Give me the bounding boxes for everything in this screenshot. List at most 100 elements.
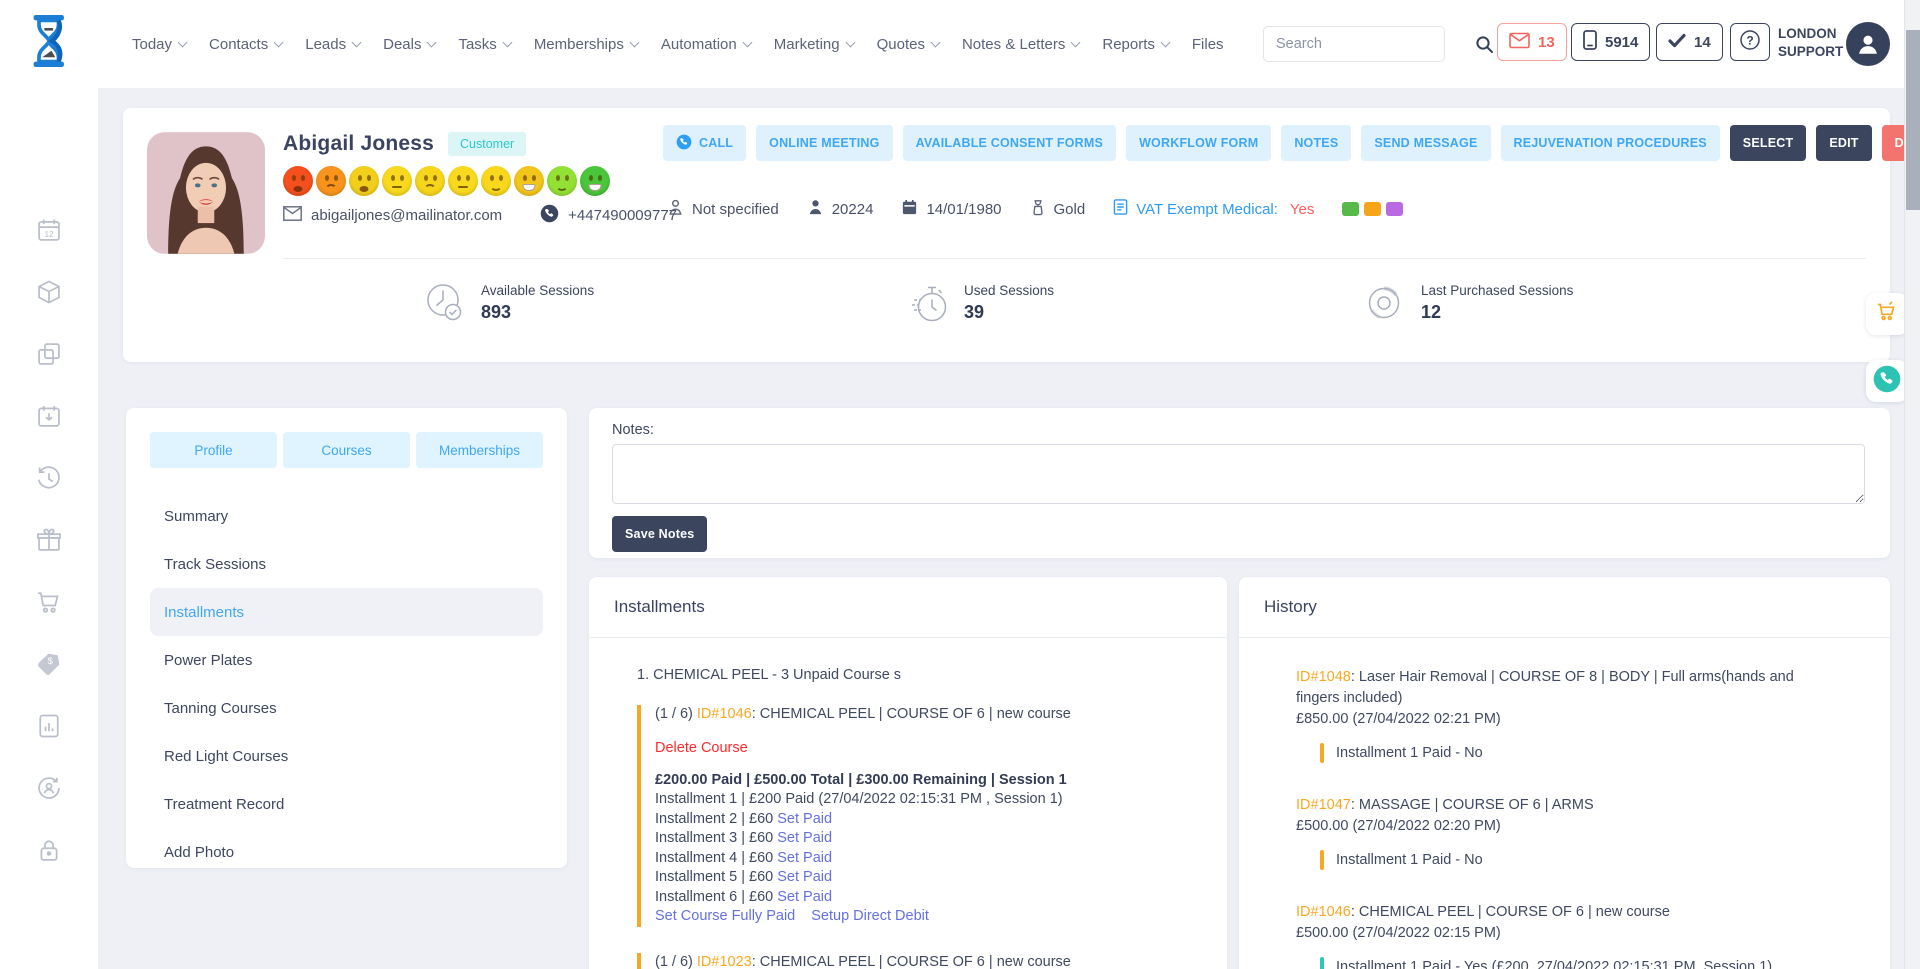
set-paid-link[interactable]: Set Paid (777, 830, 833, 846)
consent-forms-button[interactable]: AVAILABLE CONSENT FORMS (902, 125, 1117, 161)
nav-quotes[interactable]: Quotes (877, 36, 941, 53)
calls-count: 5914 (1605, 33, 1639, 51)
price-tag-icon[interactable]: $ (35, 650, 63, 678)
call-float-button[interactable] (1866, 360, 1908, 402)
nav-today[interactable]: Today (132, 36, 188, 53)
customer-photo[interactable] (147, 132, 265, 254)
edit-button[interactable]: EDIT (1816, 125, 1872, 161)
tag-orange[interactable] (1364, 202, 1382, 216)
history-installment-status: Installment 1 Paid - Yes (£200, 27/04/20… (1320, 957, 1836, 969)
save-notes-button[interactable]: Save Notes (612, 516, 708, 552)
search-input[interactable] (1264, 36, 1475, 52)
mood-emoji-2[interactable] (316, 166, 346, 196)
messages-badge[interactable]: 13 (1497, 23, 1567, 61)
course-id-link[interactable]: ID#1046 (696, 706, 752, 722)
rejuvenation-procedures-button[interactable]: REJUVENATION PROCEDURES (1500, 125, 1720, 161)
send-message-button[interactable]: SEND MESSAGE (1361, 125, 1491, 161)
call-button[interactable]: CALL (663, 125, 747, 161)
mood-emoji-6[interactable] (448, 166, 478, 196)
scrollbar-thumb[interactable] (1906, 30, 1920, 210)
lock-icon[interactable] (35, 836, 63, 864)
history-installment-status: Installment 1 Paid - No (1320, 850, 1836, 870)
menu-item-tanning-courses[interactable]: Tanning Courses (164, 699, 277, 717)
nav-contacts[interactable]: Contacts (209, 36, 284, 53)
mood-emoji-10[interactable] (580, 166, 610, 196)
mood-emoji-5[interactable] (415, 166, 445, 196)
installment-line: Installment 6 | £60 Set Paid (655, 888, 833, 905)
history-icon[interactable] (35, 464, 63, 492)
select-button[interactable]: SELECT (1729, 125, 1807, 161)
customer-phone[interactable]: +447490009777 (540, 204, 677, 227)
calls-badge[interactable]: 5914 (1571, 23, 1651, 61)
nav-leads[interactable]: Leads (305, 36, 362, 53)
set-course-fully-paid-link[interactable]: Set Course Fully Paid (655, 908, 796, 924)
calendar-icon[interactable]: 12 (35, 216, 63, 244)
menu-item-track-sessions[interactable]: Track Sessions (164, 555, 266, 573)
mood-emoji-1[interactable] (283, 166, 313, 196)
search-icon[interactable] (1475, 27, 1494, 61)
course-id-link[interactable]: ID#1023 (696, 953, 752, 969)
gift-icon[interactable] (35, 526, 63, 554)
tasks-badge[interactable]: 14 (1656, 23, 1723, 61)
tag-purple[interactable] (1386, 202, 1404, 216)
menu-item-treatment-record[interactable]: Treatment Record (164, 795, 285, 813)
history-panel: History ID#1048: Laser Hair Removal | CO… (1239, 577, 1890, 969)
set-paid-link[interactable]: Set Paid (777, 810, 833, 827)
set-paid-link[interactable]: Set Paid (777, 849, 833, 866)
course-id-link[interactable]: ID#1046 (1296, 904, 1351, 920)
tab-courses[interactable]: Courses (283, 432, 410, 468)
calendar-download-icon[interactable] (35, 402, 63, 430)
delete-course-link[interactable]: Delete Course (655, 739, 748, 756)
nav-files[interactable]: Files (1191, 35, 1224, 53)
mood-emoji-9[interactable] (547, 166, 577, 196)
nav-memberships[interactable]: Memberships (534, 36, 640, 53)
menu-item-power-plates[interactable]: Power Plates (164, 651, 253, 669)
course-id-link[interactable]: ID#1048 (1296, 669, 1351, 685)
customer-sync-icon[interactable] (35, 774, 63, 802)
installment-line: Installment 3 | £60 Set Paid (655, 830, 833, 846)
vat-exempt-info[interactable]: VAT Exempt Medical: Yes (1113, 198, 1314, 220)
set-paid-link[interactable]: Set Paid (777, 888, 833, 905)
installment-entry: (1 / 6) ID#1046: CHEMICAL PEEL | COURSE … (637, 705, 1197, 927)
menu-item-installments[interactable]: Installments (150, 588, 543, 636)
cart-float-button[interactable] (1866, 293, 1908, 335)
mood-emoji-3[interactable] (349, 166, 379, 196)
user-avatar[interactable] (1846, 22, 1890, 66)
nav-reports[interactable]: Reports (1102, 36, 1171, 53)
person-outline-icon (667, 198, 684, 220)
set-paid-link[interactable]: Set Paid (777, 869, 833, 885)
history-price: £500.00 (27/04/2022 02:15 PM) (1296, 925, 1501, 941)
copy-icon[interactable] (35, 340, 63, 368)
mood-emoji-4[interactable] (382, 166, 412, 196)
account-name: LONDON SUPPORT (1778, 26, 1844, 59)
mood-emoji-7[interactable] (481, 166, 511, 196)
mood-emoji-8[interactable] (514, 166, 544, 196)
tag-green[interactable] (1342, 202, 1360, 216)
help-button[interactable]: ? (1730, 23, 1770, 61)
nav-marketing[interactable]: Marketing (774, 36, 856, 53)
tab-profile[interactable]: Profile (150, 432, 277, 468)
history-entry: ID#1048: Laser Hair Removal | COURSE OF … (1296, 667, 1836, 763)
envelope-icon (283, 206, 302, 225)
setup-direct-debit-link[interactable]: Setup Direct Debit (811, 908, 929, 924)
menu-item-add-photo[interactable]: Add Photo (164, 843, 235, 861)
nav-automation[interactable]: Automation (661, 36, 753, 53)
menu-item-summary[interactable]: Summary (164, 507, 229, 525)
menu-item-red-light-courses[interactable]: Red Light Courses (164, 747, 289, 765)
package-icon[interactable] (35, 278, 63, 306)
notes-button[interactable]: NOTES (1281, 125, 1352, 161)
app-logo-icon[interactable] (26, 12, 78, 75)
report-icon[interactable] (35, 712, 63, 740)
workflow-form-button[interactable]: WORKFLOW FORM (1126, 125, 1272, 161)
profile-info-row: Not specified 20224 14/01/1980 Gold VAT … (667, 198, 1404, 220)
notes-textarea[interactable] (612, 444, 1865, 504)
nav-deals[interactable]: Deals (383, 36, 437, 53)
customer-email[interactable]: abigailjones@mailinator.com (283, 206, 502, 225)
nav-notes-letters[interactable]: Notes & Letters (962, 36, 1081, 53)
cart-icon[interactable] (35, 588, 63, 616)
online-meeting-button[interactable]: ONLINE MEETING (756, 125, 893, 161)
nav-tasks[interactable]: Tasks (458, 36, 513, 53)
tab-memberships[interactable]: Memberships (416, 432, 543, 468)
course-id-link[interactable]: ID#1047 (1296, 797, 1351, 813)
